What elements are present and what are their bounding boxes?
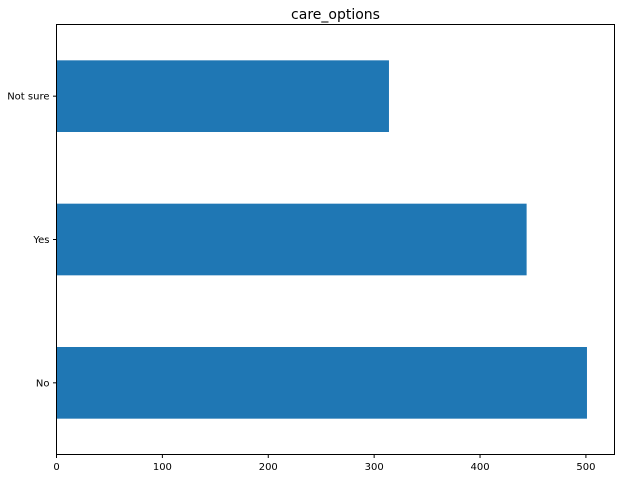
chart-title: care_options	[291, 7, 380, 23]
x-tick-label: 200	[259, 462, 278, 473]
y-tick-label: Yes	[32, 235, 49, 246]
bar-no	[56, 347, 587, 419]
x-tick-label: 0	[53, 462, 59, 473]
bar-yes	[56, 203, 527, 276]
x-axis: 0 100 200 300 400 500	[53, 454, 595, 473]
y-tick-label: Not sure	[7, 92, 49, 103]
x-tick-label: 100	[153, 462, 172, 473]
bars-layer	[56, 60, 587, 419]
x-tick-label: 300	[365, 462, 384, 473]
x-tick-label: 400	[470, 462, 489, 473]
x-tick-label: 500	[576, 462, 595, 473]
bar-not-sure	[56, 60, 389, 133]
y-tick-label: No	[36, 378, 50, 389]
y-axis: No Yes Not sure	[7, 92, 57, 389]
